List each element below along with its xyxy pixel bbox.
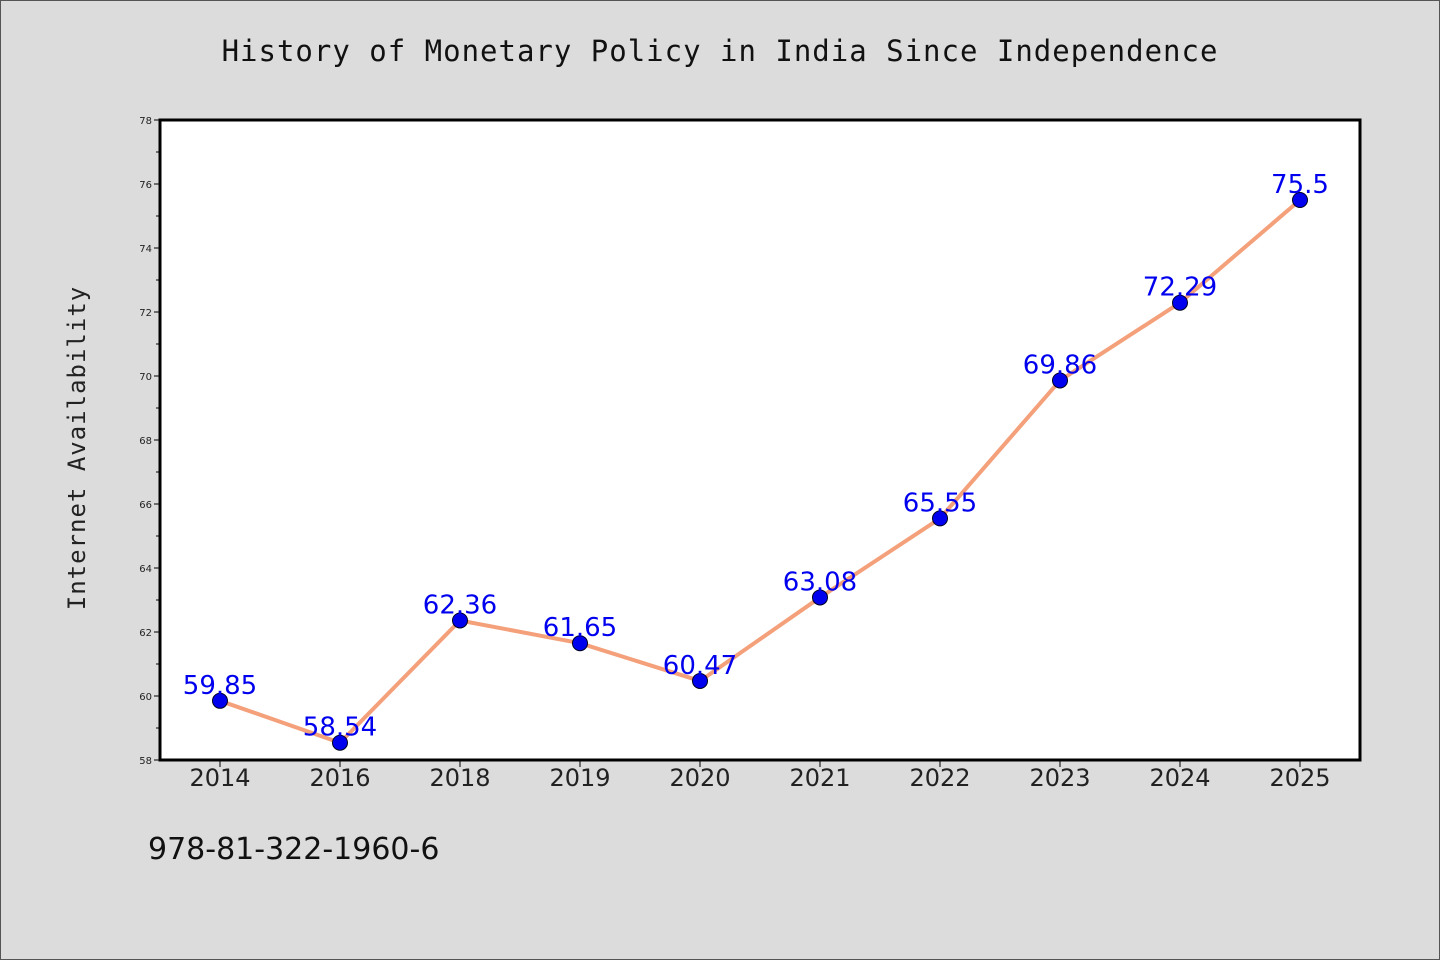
x-tick-label: 2025 bbox=[1269, 764, 1330, 792]
x-tick-label: 2014 bbox=[189, 764, 250, 792]
y-tick-label: 58 bbox=[139, 756, 152, 767]
x-tick-label: 2018 bbox=[429, 764, 490, 792]
y-tick-label: 78 bbox=[139, 116, 152, 127]
y-tick-label: 64 bbox=[139, 564, 152, 575]
data-label: 63.08 bbox=[783, 567, 857, 597]
data-point bbox=[1292, 192, 1308, 208]
data-point bbox=[692, 672, 708, 689]
data-label: 59.85 bbox=[183, 671, 257, 701]
marker-layer bbox=[212, 192, 1308, 751]
data-point bbox=[1172, 294, 1188, 311]
y-tick-label: 70 bbox=[139, 372, 152, 383]
x-tick-label: 2020 bbox=[669, 764, 730, 792]
series-line-layer bbox=[218, 198, 1302, 745]
y-tick-label: 68 bbox=[139, 436, 152, 447]
data-label-layer: 59.85 58.54 62.36 61.65 60.47 63.08 65.55 69.86… bbox=[183, 170, 1329, 743]
data-label: 65.55 bbox=[903, 488, 977, 518]
data-label: 75.5 bbox=[1271, 170, 1329, 200]
data-point bbox=[452, 612, 468, 629]
footer-identifier: 978-81-322-1960-6 bbox=[148, 832, 440, 867]
data-point bbox=[932, 510, 948, 527]
data-label: 69.86 bbox=[1023, 350, 1097, 380]
data-point bbox=[332, 734, 348, 751]
data-label: 61.65 bbox=[543, 613, 617, 643]
x-tick-label: 2023 bbox=[1029, 764, 1090, 792]
data-label: 60.47 bbox=[663, 651, 737, 681]
y-tick-label: 72 bbox=[139, 308, 152, 319]
data-point bbox=[212, 692, 228, 709]
data-label: 62.36 bbox=[423, 590, 497, 620]
x-tick-label: 2024 bbox=[1149, 764, 1210, 792]
series-line bbox=[218, 198, 1302, 745]
y-tick-label: 66 bbox=[139, 500, 152, 511]
data-point bbox=[1052, 372, 1068, 389]
chart-title: History of Monetary Policy in India Sinc… bbox=[221, 34, 1219, 68]
data-label: 72.29 bbox=[1143, 273, 1217, 303]
y-tick-label: 74 bbox=[139, 244, 152, 255]
x-tick-label: 2019 bbox=[549, 764, 610, 792]
y-tick-label: 62 bbox=[139, 628, 152, 639]
data-point bbox=[572, 635, 588, 652]
x-tick-label: 2016 bbox=[309, 764, 370, 792]
plot-frame bbox=[158, 118, 1362, 762]
y-axis-label: Internet Availability bbox=[63, 286, 91, 610]
x-tick-label: 2021 bbox=[789, 764, 850, 792]
plot-area bbox=[160, 120, 1360, 760]
x-tick-label: 2022 bbox=[909, 764, 970, 792]
data-point bbox=[812, 589, 828, 606]
axis-ticks: 58 60 62 64 66 68 70 72 74 76 78 2014 2016 2018 2019 20… bbox=[139, 116, 1330, 792]
y-tick-label: 76 bbox=[139, 180, 152, 191]
data-label: 58.54 bbox=[303, 713, 377, 743]
y-tick-label: 60 bbox=[139, 692, 152, 703]
